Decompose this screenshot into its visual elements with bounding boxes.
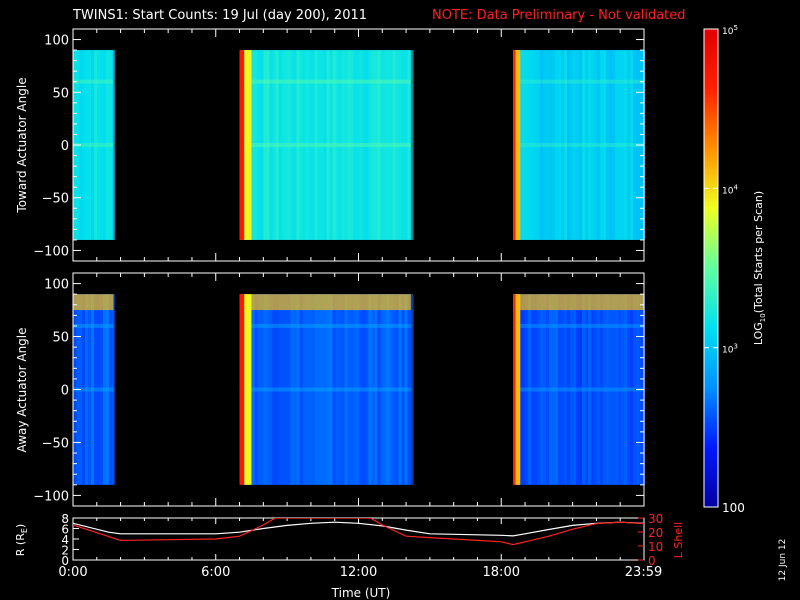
toward-heatmap xyxy=(73,50,646,240)
colorbar-tick-label: 105 xyxy=(722,24,738,37)
r-tick-label: 8 xyxy=(61,512,69,526)
heatmap-ridge xyxy=(239,79,411,84)
y-tick-label: −100 xyxy=(33,489,69,504)
y-tick-label: 50 xyxy=(52,86,69,101)
r-tick-label: 0 xyxy=(61,554,69,568)
heatmap-ridge xyxy=(513,79,644,84)
time-tick-label: 6:00 xyxy=(201,565,230,580)
heatmap-ridge xyxy=(239,387,411,392)
heatmap-ridge xyxy=(239,143,411,147)
heatmap-column xyxy=(112,50,115,240)
heatmap-bright-band xyxy=(239,50,245,240)
preliminary-note: NOTE: Data Preliminary - Not validated xyxy=(432,8,686,23)
colorbar-tick-label: 103 xyxy=(722,343,738,356)
time-tick-label: 0:00 xyxy=(58,565,87,580)
heatmap-ridge xyxy=(73,323,114,328)
heatmap-ridge xyxy=(513,387,644,392)
heatmap-bright-band xyxy=(513,294,516,485)
heatmap-top-band xyxy=(513,294,644,311)
heatmap-bright-band xyxy=(515,294,521,485)
time-tick-label: 18:00 xyxy=(483,565,520,580)
heatmap-top-band xyxy=(239,294,411,311)
away-axes: 100 50 0 −50 −100 xyxy=(33,272,645,507)
colorbar-tick-label: 100 xyxy=(722,501,745,515)
y-tick-label: 100 xyxy=(44,34,69,49)
time-xlabel: Time (UT) xyxy=(331,586,391,600)
position-lines xyxy=(73,518,644,546)
heatmap-ridge xyxy=(73,143,114,147)
r-tick-label: 2 xyxy=(61,544,69,558)
heatmap-bright-band xyxy=(515,50,521,240)
time-tick-label: 12:00 xyxy=(340,565,377,580)
lshell-tick-label: 10 xyxy=(648,540,663,554)
lshell-tick-label: 20 xyxy=(648,526,663,540)
y-tick-label: 0 xyxy=(61,384,69,399)
y-tick-label: 100 xyxy=(44,278,69,293)
lshell-tick-label: 0 xyxy=(648,554,656,568)
colorbar-ticks: 100 103 104 105 xyxy=(704,24,745,515)
r-tick-label: 4 xyxy=(61,533,69,547)
y-tick-label: −50 xyxy=(42,436,69,451)
r-tick-label: 6 xyxy=(61,523,69,537)
y-tick-label: 50 xyxy=(52,331,69,346)
colorbar-gradient xyxy=(703,28,719,508)
heatmap-ridge xyxy=(513,143,644,147)
away-heatmap xyxy=(73,294,646,485)
colorbar-tick-label: 104 xyxy=(722,183,738,196)
heatmap-bright-band xyxy=(244,294,252,485)
heatmap-bright-band xyxy=(244,50,252,240)
r-ylabel: R (RE) xyxy=(14,524,29,556)
position-frame xyxy=(72,517,645,561)
time-tick-label: 23:59 xyxy=(625,565,662,580)
chart-title: TWINS1: Start Counts: 19 Jul (day 200), … xyxy=(72,8,367,23)
heatmap-column xyxy=(112,294,115,485)
y-tick-label: −100 xyxy=(33,244,69,259)
toward-actuator-panel: 100 50 0 −50 −100 Toward Actuator Angle xyxy=(15,28,646,262)
heatmap-bright-band xyxy=(513,50,516,240)
heatmap-ridge xyxy=(73,387,114,392)
heatmap-column xyxy=(410,294,414,485)
r-series-line xyxy=(73,521,644,537)
lshell-ylabel: L Shell xyxy=(672,522,685,558)
colorbar: 100 103 104 105 LOG10(Total Starts per Scan… xyxy=(703,24,767,515)
lshell-tick-label: 30 xyxy=(648,512,663,526)
toward-axes: 100 50 0 −50 −100 xyxy=(33,28,645,262)
date-stamp: 12 Jun 12 xyxy=(778,539,788,582)
heatmap-column xyxy=(410,50,414,240)
away-ylabel: Away Actuator Angle xyxy=(15,327,29,452)
lshell-series-line xyxy=(73,518,644,546)
y-tick-label: 0 xyxy=(61,139,69,154)
toward-ylabel: Toward Actuator Angle xyxy=(15,77,29,213)
heatmap-ridge xyxy=(73,79,114,84)
colorbar-label: LOG10(Total Starts per Scan) xyxy=(752,191,767,345)
heatmap-bright-band xyxy=(239,294,245,485)
heatmap-ridge xyxy=(239,323,411,328)
heatmap-top-band xyxy=(73,294,114,311)
away-actuator-panel: 100 50 0 −50 −100 Away Actuator Angle xyxy=(15,272,646,507)
y-tick-label: −50 xyxy=(42,192,69,207)
heatmap-ridge xyxy=(513,323,644,328)
